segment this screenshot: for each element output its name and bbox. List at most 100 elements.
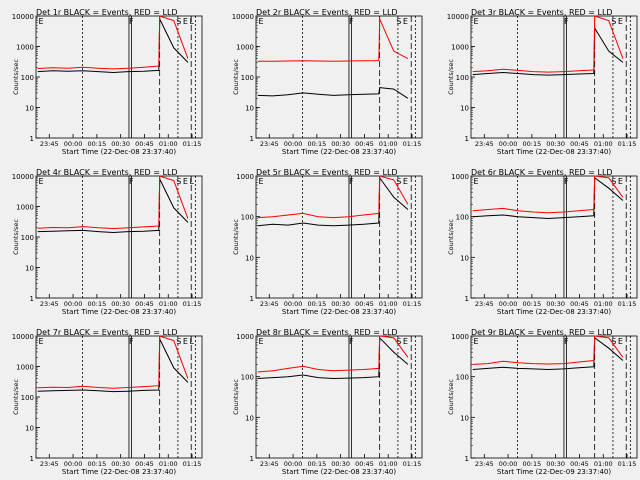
region-label: S	[176, 337, 181, 346]
plot-frame	[470, 335, 638, 459]
x-tick-label: 01:00	[159, 140, 178, 148]
events-line	[37, 338, 189, 393]
x-tick-label: 01:00	[379, 300, 398, 308]
panel-det-1r: Det 1r BLACK = Events, RED = LLD 1 10 100 10…	[12, 8, 203, 156]
lld-line	[472, 15, 624, 73]
y-axis-label: Counts/sec	[447, 59, 455, 95]
plot-frame	[255, 15, 423, 139]
y-axis-label: Counts/sec	[447, 219, 455, 255]
x-tick-label: 01:15	[618, 300, 637, 308]
region-label: F	[349, 17, 354, 26]
x-tick-label: 00:15	[307, 300, 326, 308]
x-tick-label: 00:45	[570, 140, 589, 148]
y-tick-label: 100	[456, 74, 469, 82]
region-label: E	[403, 177, 408, 186]
x-tick-label: 00:00	[64, 300, 83, 308]
x-tick-label: 01:15	[618, 140, 637, 148]
region-label: F	[564, 177, 569, 186]
x-tick-label: 01:00	[594, 300, 613, 308]
region-label: S	[611, 177, 616, 186]
y-tick-label: 10000	[447, 13, 469, 21]
region-label: F	[129, 337, 134, 346]
y-tick-label: 10	[460, 414, 469, 422]
y-axis-label: Counts/sec	[232, 219, 240, 255]
lld-line	[472, 175, 624, 214]
lld-line	[37, 335, 189, 389]
x-axis-label: Start Time (22-Dec-08 23:37:40)	[282, 468, 396, 476]
x-tick-label: 01:00	[594, 140, 613, 148]
y-tick-label: 100	[21, 74, 34, 82]
x-tick-label: 00:15	[522, 300, 541, 308]
x-tick-label: 00:45	[135, 460, 154, 468]
y-tick-label: 1	[30, 295, 34, 303]
region-label: S	[396, 177, 401, 186]
lld-line	[472, 335, 624, 365]
y-tick-label: 1	[30, 135, 34, 143]
y-tick-label: 1	[465, 135, 469, 143]
panel-det-2r: Det 2r BLACK = Events, RED = LLD 1 10 100 10…	[232, 8, 423, 156]
x-tick-label: 01:00	[379, 460, 398, 468]
region-label: L	[190, 17, 195, 26]
y-tick-label: 10	[245, 105, 254, 113]
region-label: E	[38, 337, 43, 346]
y-tick-label: 10	[25, 105, 34, 113]
panel-det-4r: Det 4r BLACK = Events, RED = LLD 1 10 100 10…	[12, 168, 203, 316]
panel-title: Det 7r BLACK = Events, RED = LLD	[36, 328, 178, 337]
y-tick-label: 10000	[232, 13, 254, 21]
region-label: E	[618, 337, 623, 346]
region-label: S	[396, 17, 401, 26]
lld-line	[257, 18, 409, 62]
region-label: E	[258, 17, 263, 26]
region-label: E	[183, 337, 188, 346]
y-tick-label: 100	[21, 234, 34, 242]
region-label: E	[183, 17, 188, 26]
x-tick-label: 01:15	[618, 460, 637, 468]
x-tick-label: 01:15	[183, 140, 202, 148]
region-label: S	[611, 337, 616, 346]
region-label: E	[618, 17, 623, 26]
region-label: E	[183, 177, 188, 186]
x-tick-label: 00:30	[111, 460, 130, 468]
x-axis-label: Start Time (22-Dec-08 23:37:40)	[282, 308, 396, 316]
region-label: E	[473, 177, 478, 186]
x-tick-label: 00:30	[111, 300, 130, 308]
x-tick-label: 01:00	[379, 140, 398, 148]
region-label: F	[129, 177, 134, 186]
region-label: S	[396, 337, 401, 346]
x-tick-label: 23:45	[40, 460, 59, 468]
y-tick-label: 10	[245, 414, 254, 422]
events-line	[37, 178, 189, 234]
region-label: L	[190, 337, 195, 346]
x-tick-label: 00:15	[522, 460, 541, 468]
x-tick-label: 00:15	[522, 140, 541, 148]
y-tick-label: 1	[30, 455, 34, 463]
y-tick-label: 1000	[451, 173, 469, 181]
region-label: F	[129, 17, 134, 26]
region-label: F	[349, 177, 354, 186]
x-tick-label: 00:45	[355, 140, 374, 148]
x-tick-label: 00:00	[64, 140, 83, 148]
lld-line	[257, 335, 409, 373]
x-tick-label: 00:00	[499, 460, 518, 468]
panel-title: Det 1r BLACK = Events, RED = LLD	[36, 8, 178, 17]
y-tick-label: 100	[456, 214, 469, 222]
region-label: E	[618, 177, 623, 186]
x-tick-label: 00:00	[499, 300, 518, 308]
x-tick-label: 00:30	[546, 140, 565, 148]
panel-det-7r: Det 7r BLACK = Events, RED = LLD 1 10 100 10…	[12, 328, 203, 476]
y-tick-label: 100	[241, 374, 254, 382]
region-label: E	[473, 17, 478, 26]
x-tick-label: 00:00	[64, 460, 83, 468]
y-tick-label: 1	[250, 295, 254, 303]
events-line	[257, 176, 409, 227]
region-label: S	[176, 17, 181, 26]
region-label: E	[473, 337, 478, 346]
y-tick-label: 10	[25, 265, 34, 273]
x-axis-label: Start Time (22-Dec-08 23:37:40)	[62, 148, 176, 156]
plot-frame	[255, 175, 423, 299]
x-tick-label: 01:15	[183, 300, 202, 308]
y-tick-label: 10	[460, 254, 469, 262]
plot-frame	[255, 335, 423, 459]
x-tick-label: 23:45	[40, 140, 59, 148]
